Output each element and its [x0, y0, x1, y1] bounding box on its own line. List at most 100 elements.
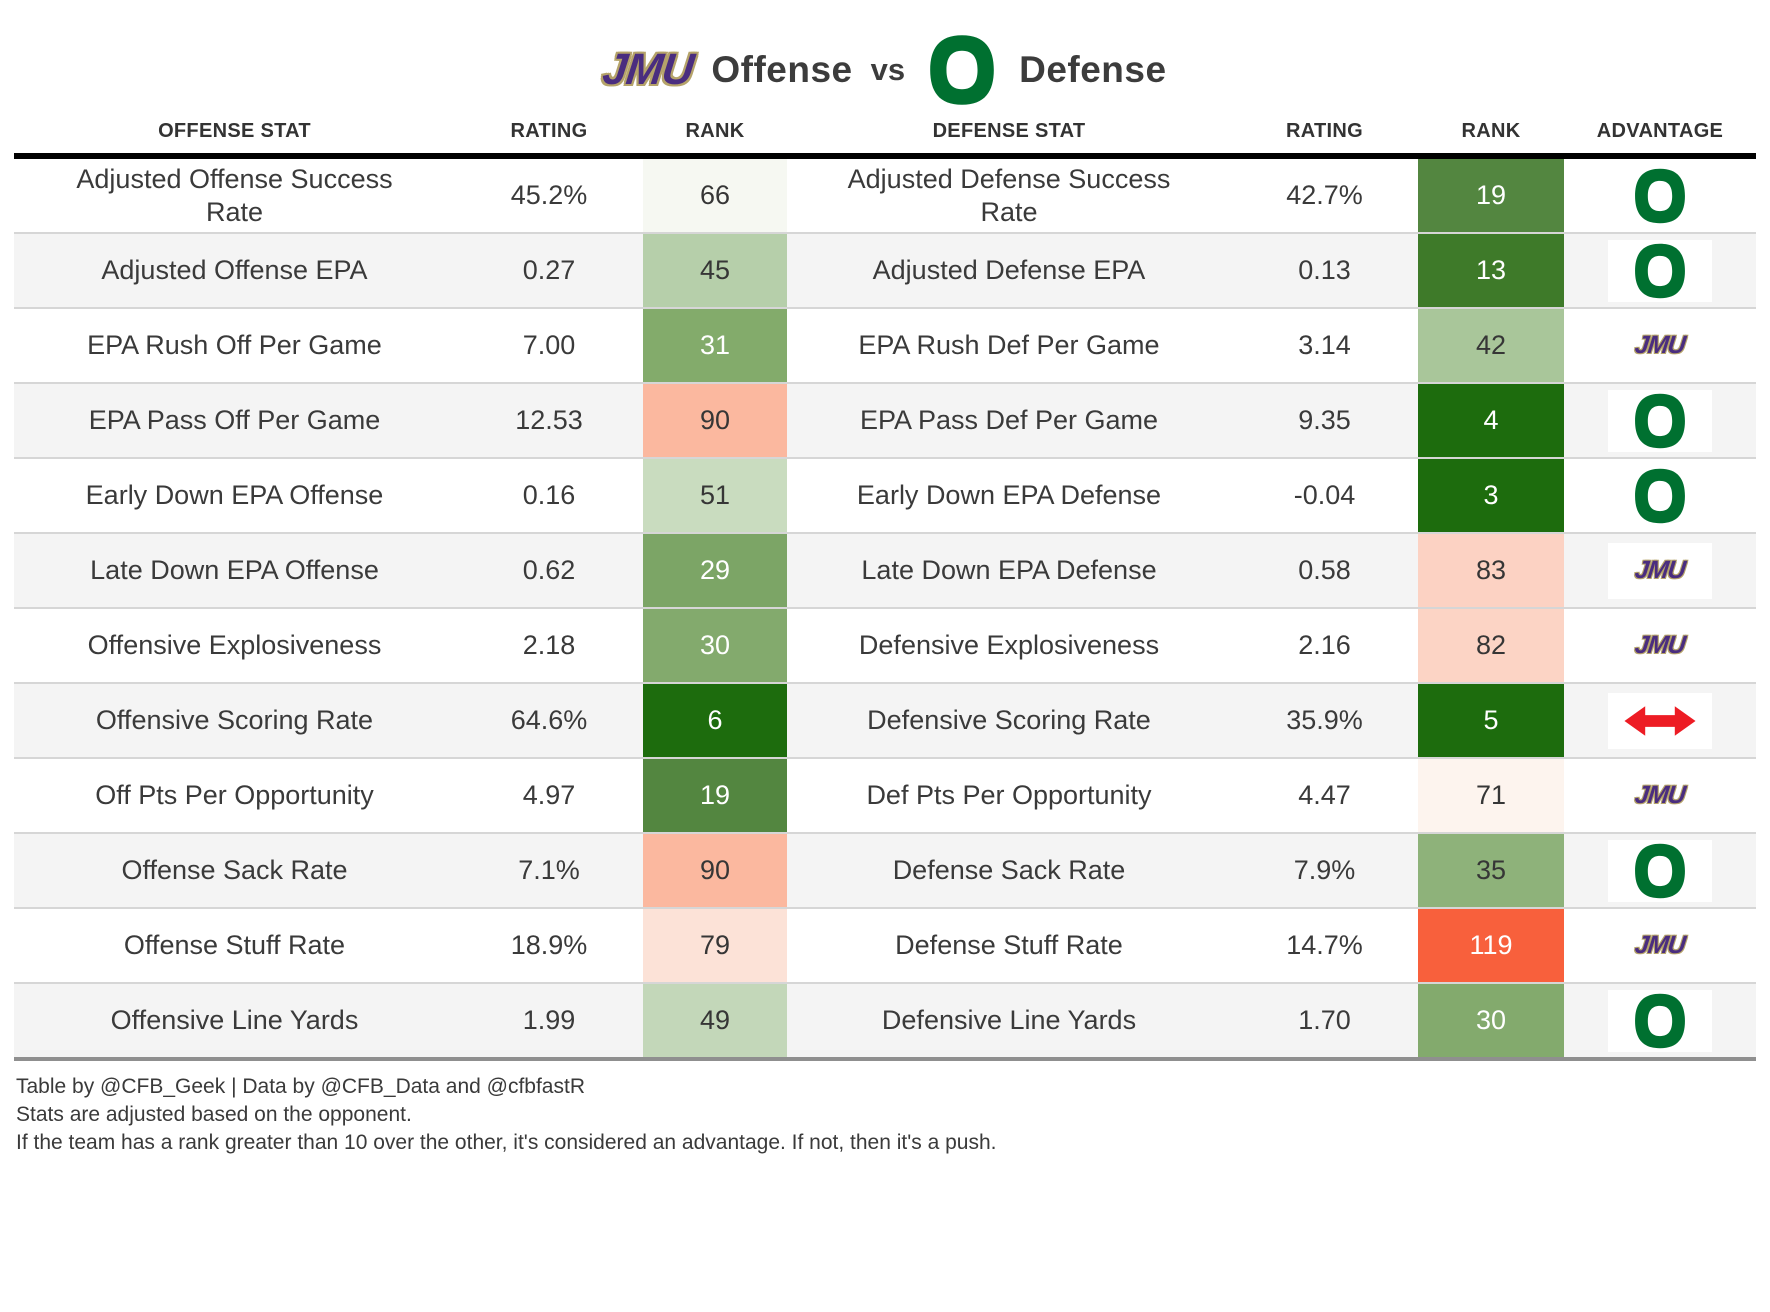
defense-rating-value: 42.7%: [1286, 180, 1363, 210]
offense-rating-value: 0.16: [522, 480, 576, 510]
offense-stat-name: Adjusted Offense Success Rate: [76, 163, 393, 227]
offense-rating-value: 4.97: [522, 780, 576, 810]
offense-rating-value: 18.9%: [510, 930, 588, 960]
jmu-logo-icon: JMU: [1633, 556, 1687, 584]
offense-stat-name: Late Down EPA Offense: [90, 555, 379, 586]
offense-stat-name: Offense Sack Rate: [121, 855, 348, 886]
defense-stat-name: Late Down EPA Defense: [861, 555, 1157, 586]
offense-stat-name: Offensive Explosiveness: [87, 630, 382, 661]
defense-stat-name: Def Pts Per Opportunity: [866, 780, 1152, 811]
defense-rank-cell: 82: [1418, 609, 1564, 682]
offense-rating-value: 12.53: [515, 405, 583, 435]
advantage-cell: JMU: [1564, 609, 1756, 682]
advantage-icon-box: JMU: [1608, 542, 1712, 599]
header-defense-rating: RATING: [1286, 120, 1363, 142]
defense-rank-cell: 83: [1418, 534, 1564, 607]
advantage-icon-box: [1608, 839, 1712, 902]
defense-rank-cell: 42: [1418, 309, 1564, 382]
advantage-cell: [1564, 834, 1756, 907]
table-row: Early Down EPA Offense 0.16 51 Early Down E…: [14, 457, 1756, 532]
defense-stat-name: Early Down EPA Defense: [856, 480, 1162, 511]
advantage-cell: [1564, 684, 1756, 757]
page-title: JMU Offense vs Defense: [0, 26, 1770, 114]
table-body: Adjusted Offense Success Rate 45.2% 66 Adju…: [14, 159, 1756, 1061]
offense-rating-value: 0.27: [522, 255, 576, 285]
advantage-cell: JMU: [1564, 534, 1756, 607]
defense-rank-cell: 4: [1418, 384, 1564, 457]
defense-stat-name: Adjusted Defense Success Rate: [847, 163, 1171, 227]
advantage-cell: [1564, 234, 1756, 307]
defense-rank-cell: 3: [1418, 459, 1564, 532]
header-offense-stat: OFFENSE STAT: [158, 120, 311, 142]
header-defense-stat: DEFENSE STAT: [932, 120, 1086, 142]
table-row: Adjusted Offense EPA 0.27 45 Adjusted Defen…: [14, 232, 1756, 307]
defense-stat-name: Defensive Line Yards: [881, 1005, 1137, 1036]
title-defense-label: Defense: [1019, 49, 1167, 90]
offense-rating-value: 1.99: [522, 1005, 576, 1035]
oregon-o-logo-icon: [1635, 993, 1685, 1048]
table-row: Offense Sack Rate 7.1% 90 Defense Sack Rate…: [14, 832, 1756, 907]
advantage-icon-box: [1608, 164, 1712, 227]
defense-rank-cell: 30: [1418, 984, 1564, 1057]
offense-rank-cell: 31: [643, 309, 787, 382]
offense-stat-name: EPA Rush Off Per Game: [87, 330, 382, 361]
offense-rating-value: 2.18: [522, 630, 576, 660]
offense-stat-name: Adjusted Offense EPA: [101, 255, 368, 286]
offense-rank-cell: 51: [643, 459, 787, 532]
defense-rank-cell: 19: [1418, 159, 1564, 232]
oregon-o-logo-icon: [1635, 468, 1685, 523]
offense-rank-cell: 90: [643, 384, 787, 457]
offense-rating-value: 7.00: [522, 330, 576, 360]
header-offense-rating: RATING: [510, 120, 588, 142]
defense-rating-value: -0.04: [1293, 480, 1356, 510]
offense-stat-name: Off Pts Per Opportunity: [95, 780, 374, 811]
table-row: Late Down EPA Offense 0.62 29 Late Down EPA…: [14, 532, 1756, 607]
advantage-icon-box: [1608, 989, 1712, 1052]
advantage-icon-box: JMU: [1608, 767, 1712, 824]
table-row: Offensive Explosiveness 2.18 30 Defensive E…: [14, 607, 1756, 682]
table-header-row: OFFENSE STAT RATING RANK DEFENSE STAT RA…: [14, 120, 1756, 159]
footer-credit-line: Table by @CFB_Geek | Data by @CFB_Data a…: [16, 1075, 585, 1098]
footer-note-advantage: If the team has a rank greater than 10 o…: [16, 1131, 997, 1155]
offense-rating-value: 0.62: [522, 555, 576, 585]
defense-rating-value: 4.47: [1298, 780, 1351, 810]
defense-rating-value: 0.58: [1298, 555, 1351, 585]
offense-rank-cell: 45: [643, 234, 787, 307]
offense-stat-name: Offense Stuff Rate: [123, 930, 346, 961]
header-advantage: ADVANTAGE: [1596, 120, 1724, 142]
oregon-o-logo-icon: [923, 33, 1001, 107]
table-row: Offensive Scoring Rate 64.6% 6 Defensive Sc…: [14, 682, 1756, 757]
advantage-icon-box: JMU: [1608, 617, 1712, 674]
defense-rating-value: 1.70: [1298, 1005, 1351, 1035]
offense-rank-cell: 6: [643, 684, 787, 757]
defense-stat-name: Defense Sack Rate: [892, 855, 1126, 886]
jmu-logo-icon: JMU: [600, 45, 697, 94]
advantage-cell: [1564, 984, 1756, 1057]
advantage-icon-box: JMU: [1608, 317, 1712, 374]
defense-rank-cell: 5: [1418, 684, 1564, 757]
oregon-o-logo-icon: [1635, 243, 1685, 298]
advantage-icon-box: JMU: [1608, 917, 1712, 974]
advantage-icon-box: [1608, 464, 1712, 527]
header-defense-rank: RANK: [1461, 120, 1521, 142]
offense-rating-value: 7.1%: [518, 855, 580, 885]
offense-rank-cell: 30: [643, 609, 787, 682]
table-row: Adjusted Offense Success Rate 45.2% 66 Adju…: [14, 159, 1756, 232]
page: JMU Offense vs Defense OFFENSE STAT RATI…: [0, 26, 1770, 1155]
table-row: EPA Rush Off Per Game 7.00 31 EPA Rush Def …: [14, 307, 1756, 382]
offense-stat-name: EPA Pass Off Per Game: [88, 405, 381, 436]
title-offense-label: Offense: [711, 49, 853, 90]
offense-rank-cell: 79: [643, 909, 787, 982]
defense-rating-value: 0.13: [1298, 255, 1351, 285]
oregon-o-logo-icon: [1635, 843, 1685, 898]
defense-rating-value: 3.14: [1298, 330, 1351, 360]
advantage-cell: [1564, 384, 1756, 457]
offense-rating-value: 64.6%: [510, 705, 588, 735]
offense-stat-name: Early Down EPA Offense: [85, 480, 384, 511]
jmu-logo-icon: JMU: [1633, 931, 1687, 959]
offense-stat-name: Offensive Scoring Rate: [95, 705, 374, 736]
advantage-cell: JMU: [1564, 909, 1756, 982]
title-vs-label: vs: [870, 52, 906, 87]
advantage-icon-box: [1608, 692, 1712, 749]
jmu-logo-icon: JMU: [1633, 631, 1687, 659]
